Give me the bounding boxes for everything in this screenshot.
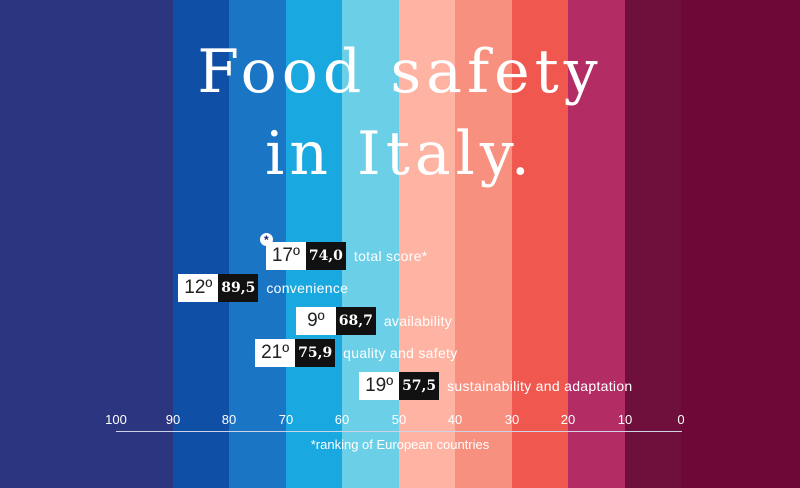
x-tick-label: 0 — [677, 412, 685, 427]
x-axis-line — [116, 431, 682, 432]
x-tick-label: 100 — [105, 412, 127, 427]
x-tick-label: 50 — [391, 412, 407, 427]
category-label: sustainability and adaptation — [447, 378, 633, 394]
color-band — [681, 0, 800, 488]
x-tick-label: 90 — [165, 412, 181, 427]
color-band — [399, 0, 455, 488]
color-band — [342, 0, 399, 488]
title-line-1: Food safety — [197, 37, 603, 107]
rank-label: 19º — [359, 372, 400, 400]
color-band — [173, 0, 229, 488]
color-band — [625, 0, 681, 488]
x-tick-label: 10 — [617, 412, 633, 427]
x-tick-label: 60 — [334, 412, 350, 427]
score-row: 12º 89,5 convenience — [178, 273, 348, 303]
color-band — [455, 0, 512, 488]
rank-label: 9º — [295, 307, 336, 335]
x-tick-label: 20 — [560, 412, 576, 427]
color-band — [568, 0, 625, 488]
score-label: 57,5 — [399, 372, 440, 400]
score-row: 9º 68,7 availability — [295, 306, 453, 336]
score-row: 19º 57,5 sustainability and adaptation — [359, 371, 632, 401]
score-row: 21º 75,9 quality and safety — [255, 338, 457, 368]
category-label: convenience — [266, 280, 349, 296]
score-label: 89,5 — [218, 274, 259, 302]
asterisk-badge: * — [259, 233, 273, 247]
color-band — [512, 0, 568, 488]
score-label: 68,7 — [335, 307, 376, 335]
rank-label: 21º — [255, 339, 296, 367]
category-label: total score* — [353, 248, 428, 264]
x-tick-label: 30 — [504, 412, 520, 427]
category-label: availability — [383, 313, 453, 329]
title-line-2: in Italy. — [265, 119, 535, 189]
footnote: *ranking of European countries — [310, 437, 490, 452]
score-label: 74,0 — [305, 242, 346, 270]
category-label: quality and safety — [343, 345, 458, 361]
x-tick-label: 70 — [278, 412, 294, 427]
x-tick-label: 40 — [447, 412, 463, 427]
color-band — [0, 0, 173, 488]
score-label: 75,9 — [295, 339, 336, 367]
score-row: 17º 74,0 total score* * — [259, 233, 428, 271]
x-tick-label: 80 — [221, 412, 237, 427]
rank-label: 17º — [265, 242, 306, 270]
rank-label: 12º — [178, 274, 219, 302]
